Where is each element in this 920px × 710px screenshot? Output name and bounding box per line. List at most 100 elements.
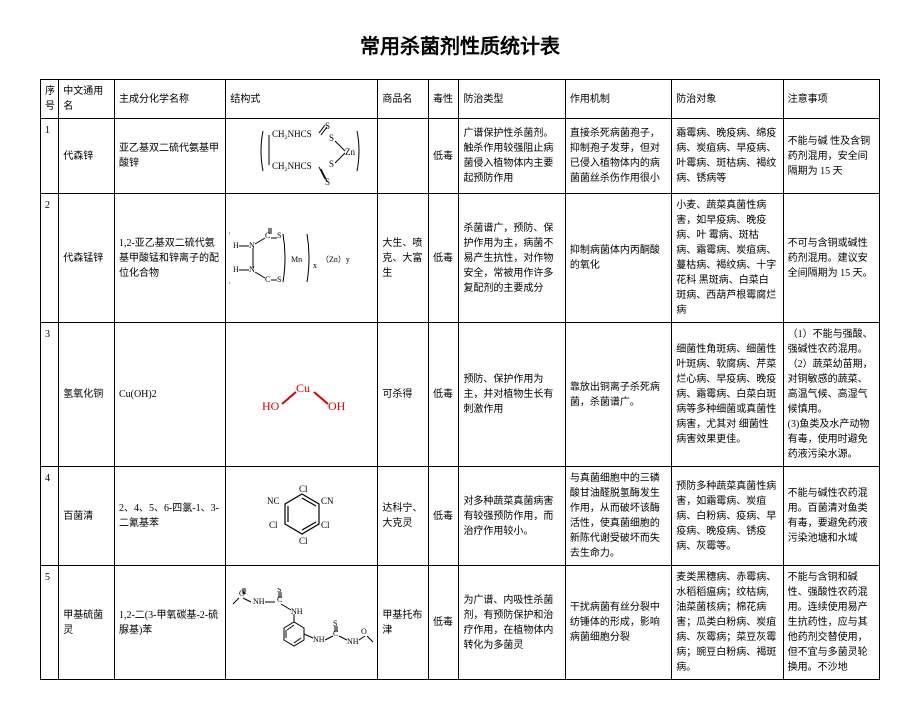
col-header: 主成分化学名称 xyxy=(114,80,225,119)
svg-text:S: S xyxy=(277,275,281,284)
svg-text:H: H xyxy=(233,241,239,250)
svg-text:x: x xyxy=(313,261,317,270)
table-header-row: 序号 中文通用名 主成分化学名称 结构式 商品名 毒性 防治类型 作用机制 防治… xyxy=(41,80,880,119)
svg-text:Cl: Cl xyxy=(299,536,308,546)
svg-text:NH: NH xyxy=(313,635,325,644)
svg-text:Cl: Cl xyxy=(269,520,278,530)
cell-mech: 干扰病菌有丝分裂中纺锤体的形成，影响病菌细胞分裂 xyxy=(565,566,671,680)
fungicide-table: 序号 中文通用名 主成分化学名称 结构式 商品名 毒性 防治类型 作用机制 防治… xyxy=(40,79,880,680)
cell-structure: HO Cu OH xyxy=(226,323,378,467)
svg-text:H: H xyxy=(233,265,239,274)
cell-trade: 甲基托布津 xyxy=(378,566,429,680)
svg-text:CN: CN xyxy=(321,496,334,506)
svg-text:C: C xyxy=(265,275,270,284)
cell-chem: 1,2-亚乙基双二硫代氨基甲酸锰和锌离子的配位化合物 xyxy=(114,194,225,323)
col-header: 防治类型 xyxy=(459,80,565,119)
svg-text:S: S xyxy=(329,159,334,169)
cell-type: 对多种蔬菜真菌病害有较强预防作用，而治疗作用较小。 xyxy=(459,467,565,566)
cell-target: 小麦、蔬菜真菌性病害，如早疫病、晚疫病、叶 霉病、斑枯病、霜霉病、炭疽病、蔓枯病… xyxy=(672,194,783,323)
col-header: 结构式 xyxy=(226,80,378,119)
cell-mech: 抑制病菌体内丙酮酸的氧化 xyxy=(565,194,671,323)
cell-type: 广谱保护性杀菌剂。触杀作用较强阻止病菌侵入植物体内主要起预防作用 xyxy=(459,119,565,194)
svg-text:O: O xyxy=(361,627,367,636)
svg-text:N: N xyxy=(249,241,255,250)
cell-type: 杀菌谱广，预防、保护作用为主，病菌不易产生抗性，对作物安全，常被用作许多复配剂的… xyxy=(459,194,565,323)
svg-text:C: C xyxy=(277,595,282,604)
cell-note: 不能与含铜和碱性、强酸性农药混用。连续使用易产生抗药性，应与其他药剂交替使用，但… xyxy=(783,566,879,680)
table-row: 3 氢氧化铜 Cu(OH)2 HO Cu OH 可杀得 低毒 预防、保护作用为主… xyxy=(41,323,880,467)
cell-tox: 低毒 xyxy=(429,119,459,194)
svg-text:C: C xyxy=(265,231,270,240)
svg-text:CH₂NHCS: CH₂NHCS xyxy=(272,129,312,139)
cell-note: 不可与含铜或碱性药剂混用。建议安全间隔期为 15 天。 xyxy=(783,194,879,323)
cell-tox: 低毒 xyxy=(429,467,459,566)
col-header: 作用机制 xyxy=(565,80,671,119)
col-header: 序号 xyxy=(41,80,59,119)
table-row: 2 代森锰锌 1,2-亚乙基双二硫代氨基甲酸锰和锌离子的配位化合物 H N C … xyxy=(41,194,880,323)
cell-num: 2 xyxy=(41,194,59,323)
cell-target: 预防多种蔬菜真菌性病害，如霜霉病、炭疽病、白粉病、疫病、早疫病、晚疫病、锈疫病、… xyxy=(672,467,783,566)
structure-svg: H N C S H N C S xyxy=(229,228,374,288)
cell-chem: 2、4、5、6-四氯-1、3-二氰基苯 xyxy=(114,467,225,566)
page-title: 常用杀菌剂性质统计表 xyxy=(40,30,880,59)
cell-structure: NH C S NH O NH xyxy=(226,566,378,680)
cell-num: 1 xyxy=(41,119,59,194)
cell-tox: 低毒 xyxy=(429,566,459,680)
table-row: 4 百菌清 2、4、5、6-四氯-1、3-二氰基苯 Cl CN Cl Cl Cl xyxy=(41,467,880,566)
structure-svg: HO Cu OH xyxy=(252,370,352,420)
svg-text:O: O xyxy=(239,589,245,598)
col-header: 中文通用名 xyxy=(59,80,115,119)
svg-text:HO: HO xyxy=(262,399,280,413)
table-row: 1 代森锌 亚乙基双二硫代氨基甲酸锌 CH₂NHCS CH₂NHCS S S S… xyxy=(41,119,880,194)
cell-type: 预防、保护作用为主，并对植物生长有刺激作用 xyxy=(459,323,565,467)
cell-chem: 1,2-二(3-甲氧碳基-2-硫脲基)苯 xyxy=(114,566,225,680)
cell-num: 4 xyxy=(41,467,59,566)
svg-text:S: S xyxy=(277,231,281,240)
svg-text:CH₂NHCS: CH₂NHCS xyxy=(272,161,312,171)
col-header: 商品名 xyxy=(378,80,429,119)
cell-num: 3 xyxy=(41,323,59,467)
svg-text:S: S xyxy=(325,121,330,131)
svg-text:C: C xyxy=(333,629,338,638)
cell-name: 氢氧化铜 xyxy=(59,323,115,467)
structure-svg: CH₂NHCS CH₂NHCS S S S S Zn xyxy=(237,121,367,191)
svg-text:NC: NC xyxy=(267,496,280,506)
structure-svg: NH C S NH O NH xyxy=(229,588,374,658)
col-header: 注意事项 xyxy=(783,80,879,119)
cell-note: 不能与碱性农药混用。百菌清对鱼类有毒，要避免药液污染池塘和水域 xyxy=(783,467,879,566)
cell-num: 5 xyxy=(41,566,59,680)
cell-name: 甲基硫菌灵 xyxy=(59,566,115,680)
cell-name: 代森锌 xyxy=(59,119,115,194)
cell-trade xyxy=(378,119,429,194)
cell-trade: 可杀得 xyxy=(378,323,429,467)
svg-text:Cl: Cl xyxy=(299,484,308,494)
cell-structure: H N C S H N C S xyxy=(226,194,378,323)
table-row: 5 甲基硫菌灵 1,2-二(3-甲氧碳基-2-硫脲基)苯 NH C xyxy=(41,566,880,680)
cell-structure: Cl CN Cl Cl Cl NC xyxy=(226,467,378,566)
svg-text:Mn: Mn xyxy=(291,255,302,264)
cell-mech: 与真菌细胞中的三磷酸甘油醛脱氢酶发生作用，从而破坏该酶活性，使真菌细胞的新陈代谢… xyxy=(565,467,671,566)
svg-text:NH: NH xyxy=(291,607,303,616)
cell-chem: Cu(OH)2 xyxy=(114,323,225,467)
cell-structure: CH₂NHCS CH₂NHCS S S S S Zn xyxy=(226,119,378,194)
svg-text:NH: NH xyxy=(253,597,265,606)
svg-text:Cl: Cl xyxy=(321,520,330,530)
svg-text:OH: OH xyxy=(328,399,346,413)
svg-text:（Zn）y: （Zn）y xyxy=(321,255,350,264)
cell-target: 霜霉病、晚疫病、绵疫病、炭疽病、早疫病、叶霉病、斑枯病、褐纹病、锈病等 xyxy=(672,119,783,194)
svg-text:Cu: Cu xyxy=(296,381,310,395)
cell-note: 不能与碱 性及含铜药剂混用，安全间隔期为 15 天 xyxy=(783,119,879,194)
cell-tox: 低毒 xyxy=(429,194,459,323)
cell-name: 代森锰锌 xyxy=(59,194,115,323)
svg-text:N: N xyxy=(249,265,255,274)
col-header: 毒性 xyxy=(429,80,459,119)
cell-note: （1）不能与强酸、强碱性农药混用。 （2）蔬菜幼苗期，对铜敏感的蔬菜、高温气候、… xyxy=(783,323,879,467)
cell-tox: 低毒 xyxy=(429,323,459,467)
svg-text:Zn: Zn xyxy=(345,147,355,157)
cell-target: 麦类黑穗病、赤霉病、水稻稻瘟病；纹枯病,油菜菌核病；棉花病害；瓜类白粉病、炭疽病… xyxy=(672,566,783,680)
cell-type: 为广谱、内吸性杀菌剂，有预防保护和治疗作用，在植物体内转化为多菌灵 xyxy=(459,566,565,680)
svg-text:S: S xyxy=(333,619,337,628)
structure-svg: Cl CN Cl Cl Cl NC xyxy=(257,484,347,549)
cell-name: 百菌清 xyxy=(59,467,115,566)
cell-trade: 达科宁、大克灵 xyxy=(378,467,429,566)
